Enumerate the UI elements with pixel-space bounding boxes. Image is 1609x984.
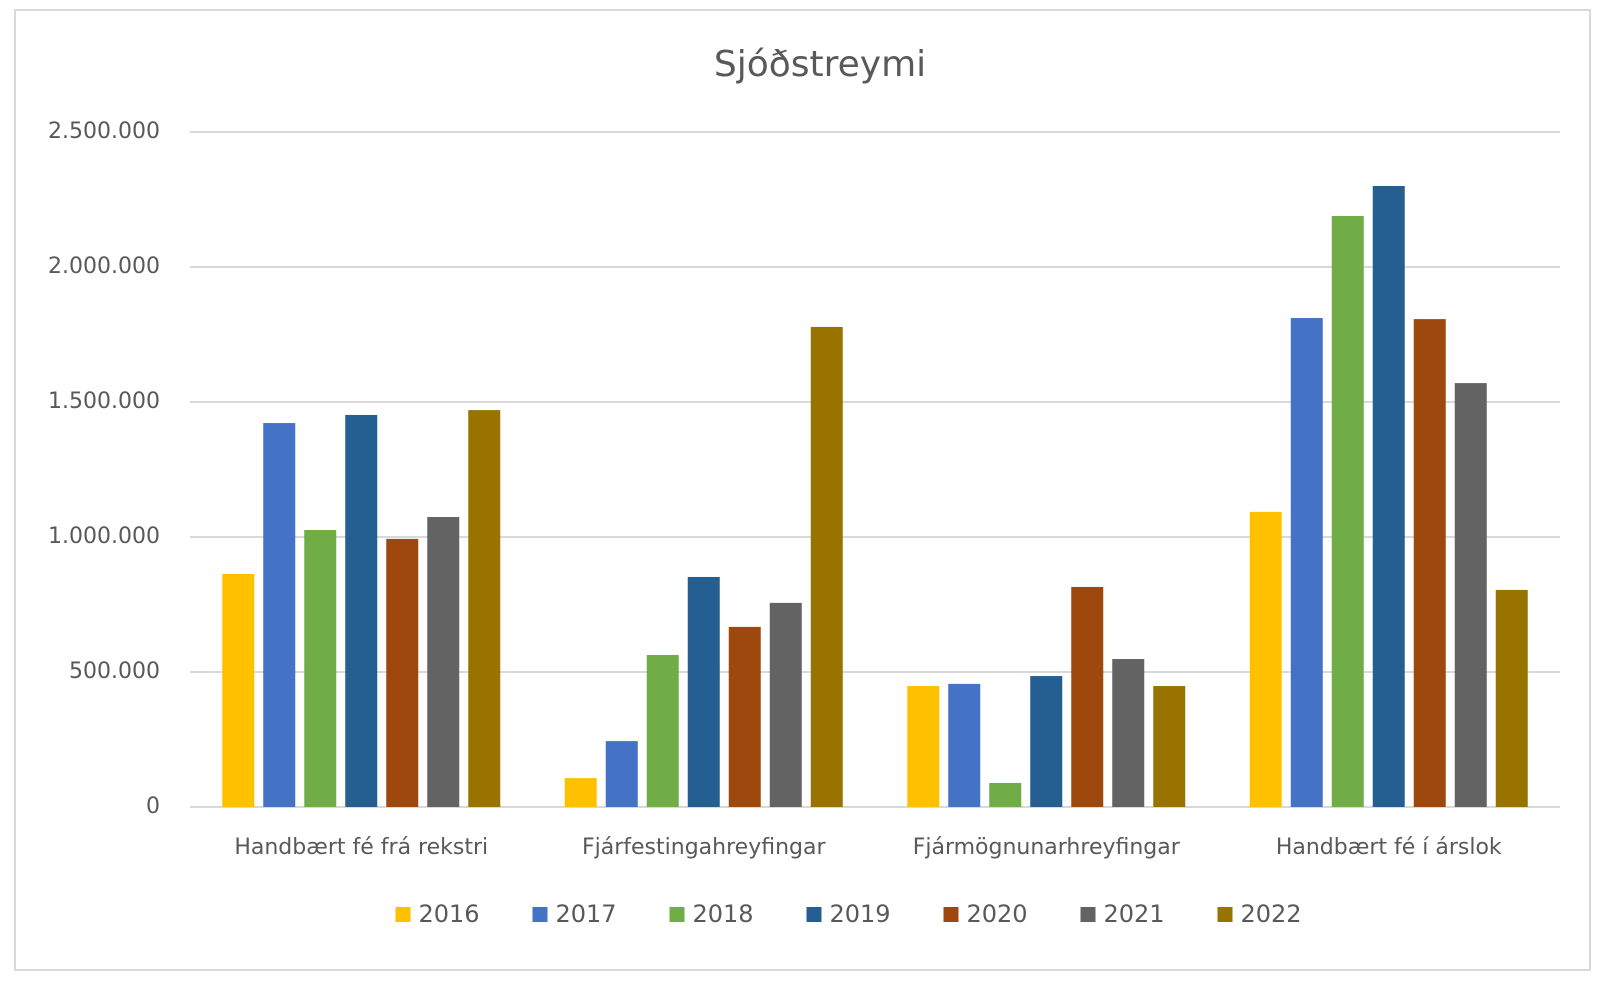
y-tick-label: 1.500.000 xyxy=(48,389,160,414)
bar xyxy=(1495,589,1528,807)
bar xyxy=(1331,215,1364,808)
bar xyxy=(989,782,1022,807)
legend-label: 2018 xyxy=(693,900,754,928)
bar xyxy=(564,778,597,807)
legend-swatch xyxy=(806,907,822,922)
bar xyxy=(468,410,501,807)
legend-label: 2021 xyxy=(1104,900,1165,928)
legend-label: 2019 xyxy=(830,900,891,928)
legend-swatch xyxy=(1217,907,1233,922)
x-tick-label: Handbært fé frá rekstri xyxy=(234,835,488,860)
y-tick-label: 1.000.000 xyxy=(48,524,160,549)
bar xyxy=(304,529,337,807)
bar xyxy=(907,686,940,807)
x-tick-label: Fjármögnunarhreyfingar xyxy=(913,835,1181,860)
bar xyxy=(345,414,378,807)
bar xyxy=(427,517,460,807)
legend-swatch xyxy=(943,907,959,922)
legend-swatch xyxy=(669,907,685,922)
y-tick-label: 0 xyxy=(146,794,160,819)
y-tick-label: 500.000 xyxy=(69,659,160,684)
bar xyxy=(386,538,419,807)
bar xyxy=(1249,511,1282,807)
bar xyxy=(1030,676,1063,807)
legend-label: 2016 xyxy=(419,900,480,928)
y-tick-label: 2.000.000 xyxy=(48,254,160,279)
bar xyxy=(1112,659,1145,807)
legend-label: 2020 xyxy=(967,900,1028,928)
bar xyxy=(1454,383,1487,807)
bar xyxy=(646,654,679,807)
bar xyxy=(1413,319,1446,807)
bar xyxy=(948,683,981,807)
bar xyxy=(263,423,296,807)
legend-swatch xyxy=(1080,907,1096,922)
bar xyxy=(1372,186,1405,807)
bar xyxy=(222,573,255,807)
bar xyxy=(605,741,638,807)
bar xyxy=(810,326,843,807)
bar xyxy=(728,626,761,807)
bar xyxy=(687,576,720,807)
legend-swatch xyxy=(532,907,548,922)
legend-swatch xyxy=(395,907,411,922)
bar xyxy=(1153,686,1186,807)
y-tick-label: 2.500.000 xyxy=(48,119,160,144)
legend-label: 2022 xyxy=(1241,900,1302,928)
chart-title: Sjóðstreymi xyxy=(714,44,926,85)
x-tick-label: Fjárfestingahreyfingar xyxy=(582,835,826,860)
bar xyxy=(1071,586,1104,807)
bar xyxy=(769,602,802,807)
x-tick-label: Handbært fé í árslok xyxy=(1276,835,1502,860)
bar xyxy=(1290,318,1323,807)
legend-label: 2017 xyxy=(556,900,617,928)
